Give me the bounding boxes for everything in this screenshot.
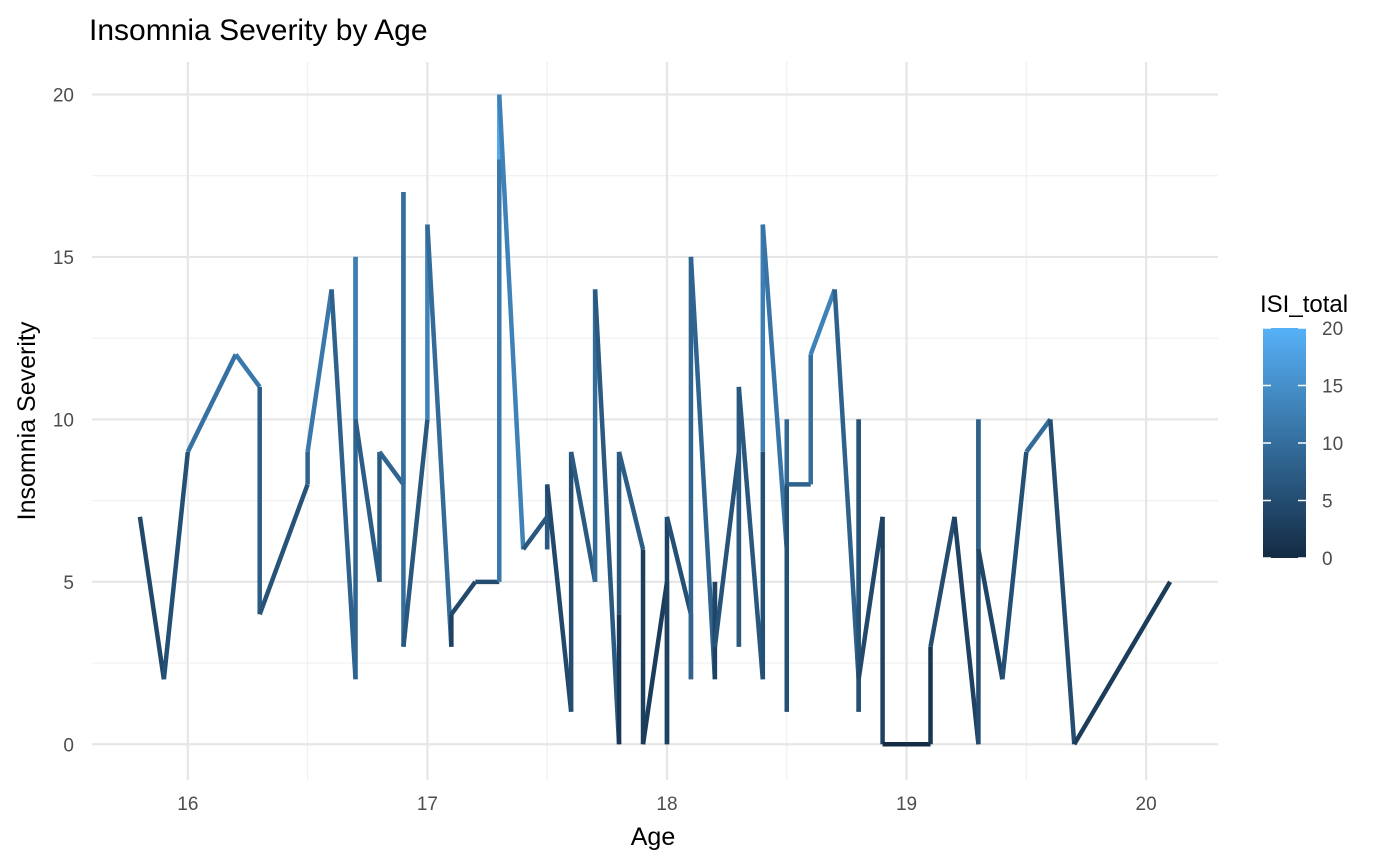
line-segment — [760, 224, 790, 550]
line-segment — [952, 516, 981, 745]
line-segment — [353, 419, 382, 583]
x-tick-label: 18 — [656, 794, 677, 815]
line-segment — [544, 484, 574, 713]
legend-tick-label: 0 — [1322, 549, 1333, 570]
y-axis-title: Insomnia Severity — [13, 321, 41, 520]
color-legend: ISI_total 0 5 10 15 20 — [1260, 291, 1348, 570]
x-axis-title: Age — [631, 823, 675, 851]
major-gridlines — [92, 62, 1218, 780]
line-segment — [568, 451, 598, 583]
colorbar-ticks: 0 5 10 15 20 — [1263, 319, 1343, 570]
line-segment — [185, 353, 238, 453]
line-segment — [377, 450, 406, 486]
x-axis-tick-labels: 16 17 18 19 20 — [177, 794, 1156, 815]
y-tick-label: 0 — [63, 735, 74, 756]
legend-title: ISI_total — [1260, 291, 1348, 318]
y-tick-label: 20 — [53, 85, 74, 106]
line-segment — [521, 515, 550, 551]
line-segment — [401, 419, 430, 648]
line-segment — [137, 516, 167, 680]
line-segment — [305, 289, 334, 453]
line-segment — [449, 580, 478, 616]
line-segment — [832, 289, 861, 680]
legend-tick-label: 15 — [1322, 377, 1343, 398]
y-tick-label: 15 — [53, 248, 74, 269]
line-segment — [664, 516, 694, 615]
line-segment — [329, 289, 358, 680]
line-segment — [808, 288, 837, 356]
line-segment — [928, 516, 957, 648]
x-tick-label: 20 — [1136, 794, 1157, 815]
x-tick-label: 17 — [417, 794, 438, 815]
line-segment — [592, 289, 622, 745]
line-segment — [712, 451, 742, 648]
line-segment — [616, 451, 646, 550]
line-segment — [1024, 418, 1053, 454]
line-segment — [1072, 580, 1173, 746]
line-segment — [1000, 451, 1029, 680]
line-segment — [233, 353, 262, 389]
chart-title: Insomnia Severity by Age — [89, 14, 428, 47]
line-segment — [856, 516, 885, 680]
x-tick-label: 19 — [896, 794, 917, 815]
line-segment — [688, 256, 718, 680]
line-segment — [257, 483, 310, 616]
y-tick-label: 5 — [63, 573, 74, 594]
line-segment — [736, 386, 766, 680]
line-segment — [425, 224, 454, 647]
isi-line-series — [137, 94, 1173, 747]
line-segment — [640, 581, 670, 745]
legend-tick-label: 5 — [1322, 492, 1333, 513]
legend-tick-label: 10 — [1322, 434, 1343, 455]
line-segment — [1048, 419, 1077, 745]
line-segment — [976, 548, 1005, 680]
y-tick-label: 10 — [53, 410, 74, 431]
y-axis-tick-labels: 0 5 10 15 20 — [53, 85, 74, 756]
line-segment — [497, 94, 526, 550]
line-segment — [161, 451, 191, 680]
x-tick-label: 16 — [177, 794, 198, 815]
legend-tick-label: 20 — [1322, 319, 1343, 340]
